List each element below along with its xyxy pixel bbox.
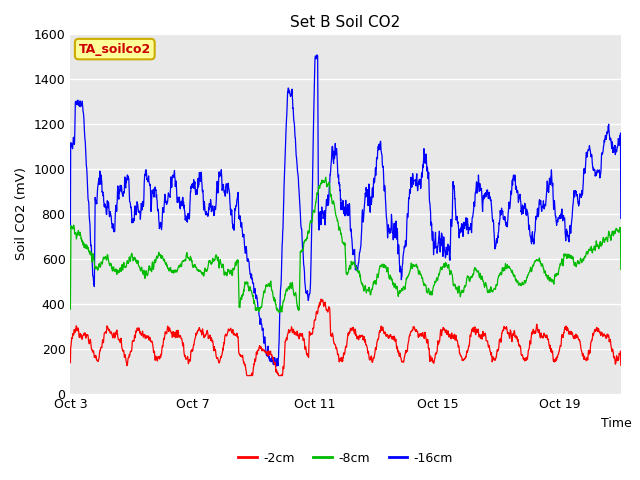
Title: Set B Soil CO2: Set B Soil CO2 (291, 15, 401, 30)
Legend: -2cm, -8cm, -16cm: -2cm, -8cm, -16cm (233, 447, 458, 469)
Text: TA_soilco2: TA_soilco2 (79, 43, 151, 56)
Y-axis label: Soil CO2 (mV): Soil CO2 (mV) (15, 167, 28, 260)
X-axis label: Time: Time (601, 417, 632, 430)
